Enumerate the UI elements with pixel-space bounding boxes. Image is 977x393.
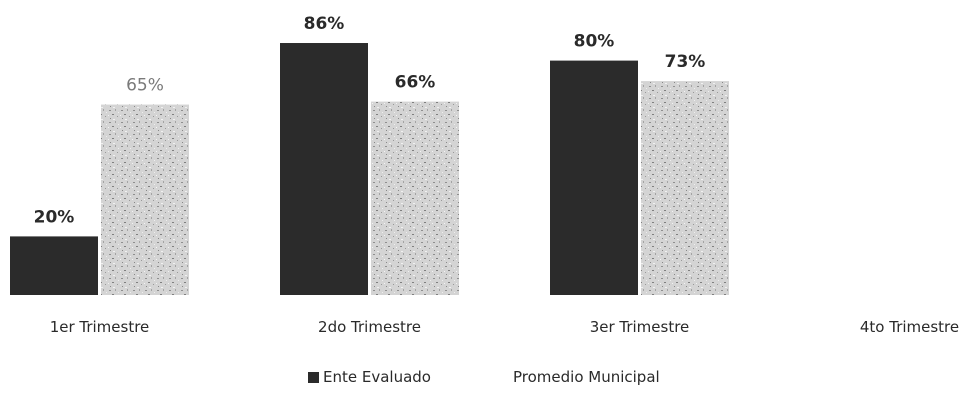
- legend-item-series-2: Promedio Municipal: [513, 368, 660, 386]
- data-label-series-1-cat-3: 80%: [574, 32, 615, 52]
- bar-series-1-cat-1: [10, 236, 98, 295]
- bars-layer: [10, 43, 729, 296]
- bar-series-1-cat-2: [280, 43, 368, 295]
- bar-series-2-cat-3: [641, 81, 729, 295]
- category-label-1: 1er Trimestre: [50, 318, 150, 336]
- bar-series-2-cat-2: [371, 101, 459, 296]
- data-label-series-1-cat-1: 20%: [34, 207, 75, 227]
- data-label-series-2-cat-2: 66%: [395, 73, 436, 93]
- category-labels-layer: 1er Trimestre 2do Trimestre 3er Trimestre 4…: [50, 318, 959, 336]
- legend-item-series-1: Ente Evaluado: [308, 368, 431, 386]
- category-label-4: 4to Trimestre: [860, 318, 959, 336]
- legend-label-series-1: Ente Evaluado: [323, 368, 431, 386]
- data-label-series-1-cat-2: 86%: [304, 14, 345, 34]
- legend-swatch-series-1: [308, 371, 319, 383]
- legend-label-series-2: Promedio Municipal: [513, 368, 660, 386]
- value-labels-layer: 20% 65% 86% 66% 80% 73%: [34, 14, 706, 227]
- category-label-2: 2do Trimestre: [318, 318, 421, 336]
- bar-series-1-cat-3: [550, 60, 638, 295]
- bar-series-2-cat-1: [101, 104, 189, 295]
- legend: Ente Evaluado Promedio Municipal: [0, 368, 977, 390]
- category-label-3: 3er Trimestre: [590, 318, 690, 336]
- data-label-series-2-cat-3: 73%: [665, 52, 706, 72]
- data-label-series-2-cat-1: 65%: [126, 76, 164, 96]
